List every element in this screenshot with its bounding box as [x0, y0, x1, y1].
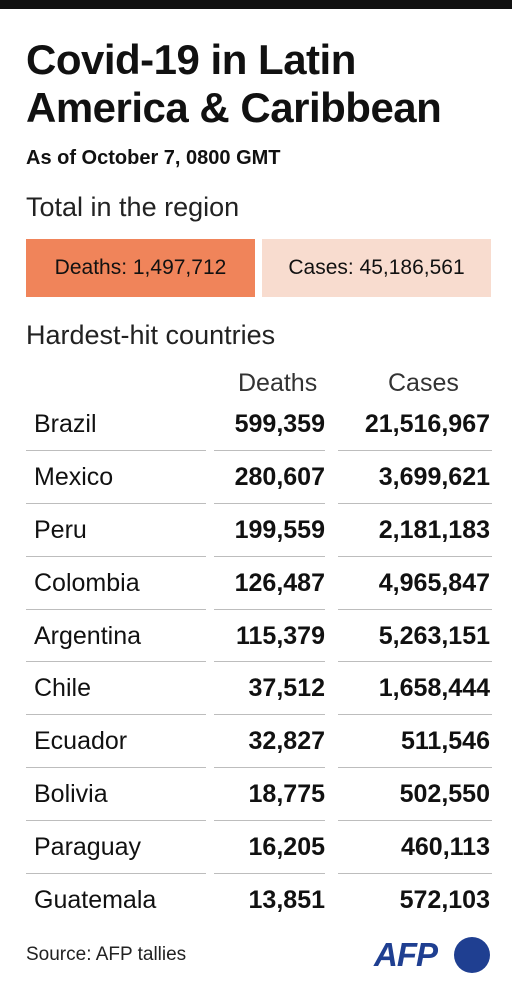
table-row: Colombia 126,487 4,965,847: [26, 557, 492, 610]
row-divider: [26, 714, 206, 716]
deaths-value: 599,359: [234, 409, 325, 438]
cases-value: 5,263,151: [378, 621, 490, 650]
row-divider: [338, 502, 492, 504]
region-total-heading: Total in the region: [26, 192, 240, 222]
row-divider: [338, 767, 492, 769]
row-divider: [338, 661, 492, 663]
deaths-value: 18,775: [248, 780, 325, 809]
deaths-column-header: Deaths: [238, 369, 318, 397]
table-row: Brazil 599,359 21,516,967: [26, 398, 492, 451]
row-divider: [26, 502, 206, 504]
deaths-value: 115,379: [236, 621, 325, 650]
deaths-value: 280,607: [234, 462, 325, 491]
hardest-hit-heading: Hardest-hit countries: [26, 320, 276, 350]
deaths-value: 199,559: [234, 515, 325, 544]
row-divider: [338, 449, 492, 451]
row-divider: [214, 714, 325, 716]
row-divider: [26, 873, 206, 875]
afp-logo: AFP: [374, 934, 492, 978]
row-divider: [214, 820, 325, 822]
table-row: Bolivia 18,775 502,550: [26, 768, 492, 822]
top-bar: [0, 0, 512, 9]
total-deaths-label: Deaths: 1,497,712: [54, 256, 227, 279]
row-divider: [214, 449, 325, 451]
cases-value: 3,699,621: [378, 462, 490, 491]
countries-table: Brazil 599,359 21,516,967 Mexico 280,607 3,69…: [26, 398, 492, 927]
page-title: Covid-19 in Latin America & Caribbean: [26, 36, 442, 131]
afp-logo-circle-icon: [454, 937, 490, 973]
cases-value: 572,103: [399, 885, 490, 914]
row-divider: [338, 555, 492, 557]
table-row: Paraguay 16,205 460,113: [26, 821, 492, 875]
table-row: Peru 199,559 2,181,183: [26, 504, 492, 557]
country-name: Bolivia: [34, 780, 108, 809]
country-name: Mexico: [34, 462, 114, 491]
table-row: Ecuador 32,827 511,546: [26, 715, 492, 769]
total-deaths-box: Deaths: 1,497,712: [26, 239, 255, 297]
row-divider: [26, 555, 206, 557]
cases-value: 21,516,967: [364, 409, 490, 438]
row-divider: [26, 820, 206, 822]
row-divider: [26, 661, 206, 663]
row-divider: [214, 555, 325, 557]
row-divider: [26, 608, 206, 610]
table-row: Argentina 115,379 5,263,151: [26, 610, 492, 663]
row-divider: [338, 714, 492, 716]
total-cases-box: Cases: 45,186,561: [262, 239, 491, 297]
country-name: Guatemala: [34, 885, 157, 914]
cases-value: 2,181,183: [378, 515, 490, 544]
row-divider: [26, 767, 206, 769]
deaths-value: 16,205: [248, 833, 325, 862]
cases-value: 502,550: [399, 780, 490, 809]
country-name: Argentina: [34, 621, 142, 650]
country-name: Chile: [34, 674, 91, 703]
deaths-value: 13,851: [248, 885, 325, 914]
row-divider: [338, 873, 492, 875]
row-divider: [338, 608, 492, 610]
row-divider: [214, 502, 325, 504]
row-divider: [214, 608, 325, 610]
total-cases-label: Cases: 45,186,561: [288, 256, 465, 279]
row-divider: [214, 767, 325, 769]
source-note: Source: AFP tallies: [26, 944, 187, 965]
country-name: Ecuador: [34, 727, 128, 756]
cases-value: 1,658,444: [378, 674, 490, 703]
date-subtitle: As of October 7, 0800 GMT: [26, 147, 281, 169]
row-divider: [214, 661, 325, 663]
row-divider: [214, 873, 325, 875]
deaths-value: 37,512: [248, 674, 325, 703]
country-name: Brazil: [34, 409, 97, 438]
deaths-value: 126,487: [234, 568, 325, 597]
row-divider: [338, 820, 492, 822]
row-divider: [26, 449, 206, 451]
cases-value: 511,546: [401, 727, 490, 756]
deaths-value: 32,827: [248, 727, 325, 756]
table-row: Mexico 280,607 3,699,621: [26, 451, 492, 504]
cases-column-header: Cases: [388, 369, 459, 397]
country-name: Paraguay: [34, 833, 142, 862]
cases-value: 460,113: [401, 833, 490, 862]
afp-logo-text: AFP: [374, 936, 438, 973]
table-row: Chile 37,512 1,658,444: [26, 662, 492, 716]
country-name: Colombia: [34, 568, 140, 597]
cases-value: 4,965,847: [378, 568, 490, 597]
country-name: Peru: [34, 515, 87, 544]
table-row: Guatemala 13,851 572,103: [26, 874, 492, 927]
